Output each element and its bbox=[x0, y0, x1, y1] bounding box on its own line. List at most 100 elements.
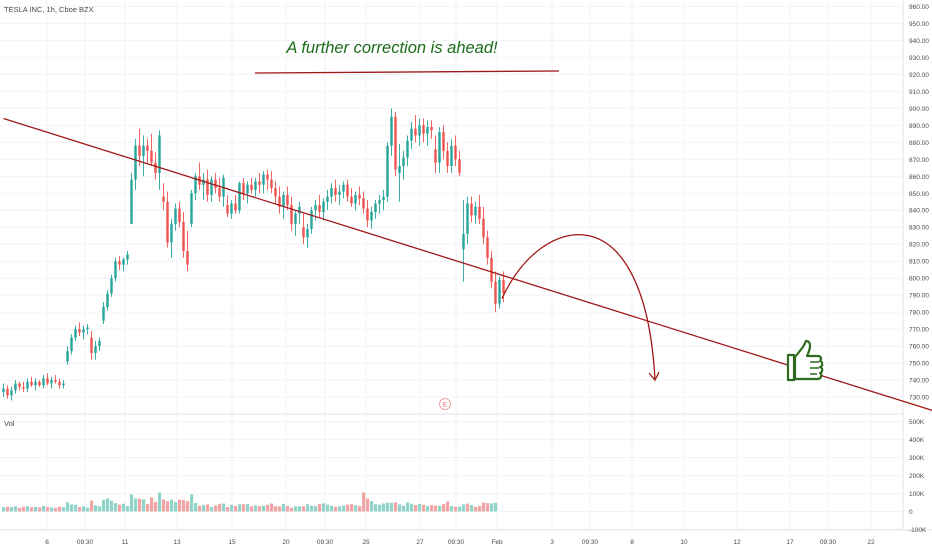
price-tick-label: 830.00 bbox=[909, 225, 929, 232]
candle-body bbox=[62, 384, 64, 386]
price-axis[interactable]: 960.00950.00940.00930.00920.00910.00900.… bbox=[909, 4, 929, 402]
volume-bar bbox=[26, 506, 29, 511]
candle-body bbox=[66, 351, 68, 361]
volume-bar bbox=[274, 506, 277, 511]
annotation-underline[interactable] bbox=[255, 71, 559, 73]
candle bbox=[226, 195, 228, 217]
candle-body bbox=[262, 175, 264, 185]
annotation-text[interactable]: A further correction is ahead! bbox=[285, 39, 498, 57]
candle bbox=[490, 251, 492, 288]
candle bbox=[118, 256, 120, 270]
candle-body bbox=[466, 203, 468, 234]
candle bbox=[142, 136, 144, 177]
time-tick-label: 8 bbox=[630, 539, 634, 546]
volume-bar bbox=[454, 507, 457, 512]
price-tick-label: 730.00 bbox=[909, 395, 929, 402]
volume-bar bbox=[210, 507, 213, 511]
volume-bar bbox=[242, 504, 245, 511]
volume-label[interactable]: Vol bbox=[4, 419, 15, 428]
volume-tick-label: 300K bbox=[909, 455, 925, 462]
candle-body bbox=[42, 378, 44, 385]
volume-bar bbox=[346, 505, 349, 512]
volume-bar bbox=[98, 506, 101, 511]
volume-bar bbox=[398, 504, 401, 511]
volume-bar bbox=[354, 505, 357, 511]
volume-bar bbox=[222, 504, 225, 512]
earnings-marker[interactable]: E bbox=[440, 399, 451, 410]
candle bbox=[50, 377, 52, 389]
volume-bar bbox=[246, 504, 249, 511]
volume-bar bbox=[362, 493, 365, 512]
candle-body bbox=[70, 338, 72, 352]
time-tick-label: 09:30 bbox=[582, 539, 599, 546]
candle-body bbox=[482, 219, 484, 238]
volume-bar bbox=[42, 506, 45, 512]
candle bbox=[178, 202, 180, 227]
volume-bar bbox=[238, 504, 241, 511]
candle bbox=[198, 163, 200, 190]
candle-body bbox=[498, 280, 500, 304]
volume-bar bbox=[82, 506, 85, 511]
volume-bar bbox=[258, 506, 261, 511]
candle-body bbox=[242, 183, 244, 193]
candle-body bbox=[322, 202, 324, 212]
candle-body bbox=[134, 146, 136, 180]
candle-body bbox=[294, 214, 296, 224]
candle bbox=[202, 173, 204, 200]
candle-body bbox=[14, 384, 16, 391]
volume-bar bbox=[266, 505, 269, 512]
volume-bar bbox=[374, 504, 377, 511]
candle bbox=[86, 324, 88, 334]
candle bbox=[246, 181, 248, 203]
candle bbox=[366, 200, 368, 227]
candle bbox=[10, 387, 12, 401]
candle bbox=[278, 186, 280, 213]
candle-body bbox=[490, 258, 492, 282]
volume-bar bbox=[314, 506, 317, 511]
candle-body bbox=[214, 180, 216, 188]
volume-bar bbox=[282, 504, 285, 512]
candle bbox=[298, 202, 300, 224]
candle-body bbox=[166, 202, 168, 243]
candle bbox=[274, 181, 276, 203]
price-tick-label: 840.00 bbox=[909, 208, 929, 215]
price-tick-label: 900.00 bbox=[909, 106, 929, 113]
volume-bar bbox=[430, 505, 433, 511]
candle-body bbox=[442, 132, 444, 151]
candle-body bbox=[258, 181, 260, 184]
volume-bar bbox=[190, 494, 193, 511]
candle bbox=[150, 134, 152, 166]
volume-bar bbox=[378, 505, 381, 512]
candle bbox=[210, 176, 212, 201]
thumbs-up-icon[interactable] bbox=[788, 341, 822, 380]
candle-body bbox=[78, 329, 80, 332]
candle bbox=[446, 142, 448, 173]
volume-bar bbox=[58, 507, 61, 512]
volume-bar bbox=[166, 501, 169, 511]
candle-body bbox=[74, 329, 76, 337]
volume-bar bbox=[90, 501, 93, 512]
volume-bar bbox=[338, 506, 341, 511]
candles bbox=[2, 108, 504, 400]
candle-body bbox=[162, 197, 164, 202]
candle-body bbox=[98, 341, 100, 346]
candle bbox=[498, 276, 500, 308]
price-tick-label: 760.00 bbox=[909, 344, 929, 351]
time-tick-label: 09:30 bbox=[448, 539, 465, 546]
candle-body bbox=[238, 183, 240, 210]
candle bbox=[458, 151, 460, 176]
symbol-label[interactable]: TESLA INC, 1h, Cboe BZX bbox=[4, 5, 94, 14]
price-tick-label: 740.00 bbox=[909, 378, 929, 385]
candle-body bbox=[218, 188, 220, 196]
candle-body bbox=[126, 254, 128, 259]
time-tick-label: 12 bbox=[733, 539, 741, 546]
volume-bar bbox=[254, 505, 257, 511]
candle-body bbox=[502, 280, 504, 294]
candle-body bbox=[90, 338, 92, 353]
candle bbox=[18, 382, 20, 390]
candle bbox=[250, 178, 252, 193]
candle bbox=[174, 203, 176, 230]
candle bbox=[218, 178, 220, 202]
